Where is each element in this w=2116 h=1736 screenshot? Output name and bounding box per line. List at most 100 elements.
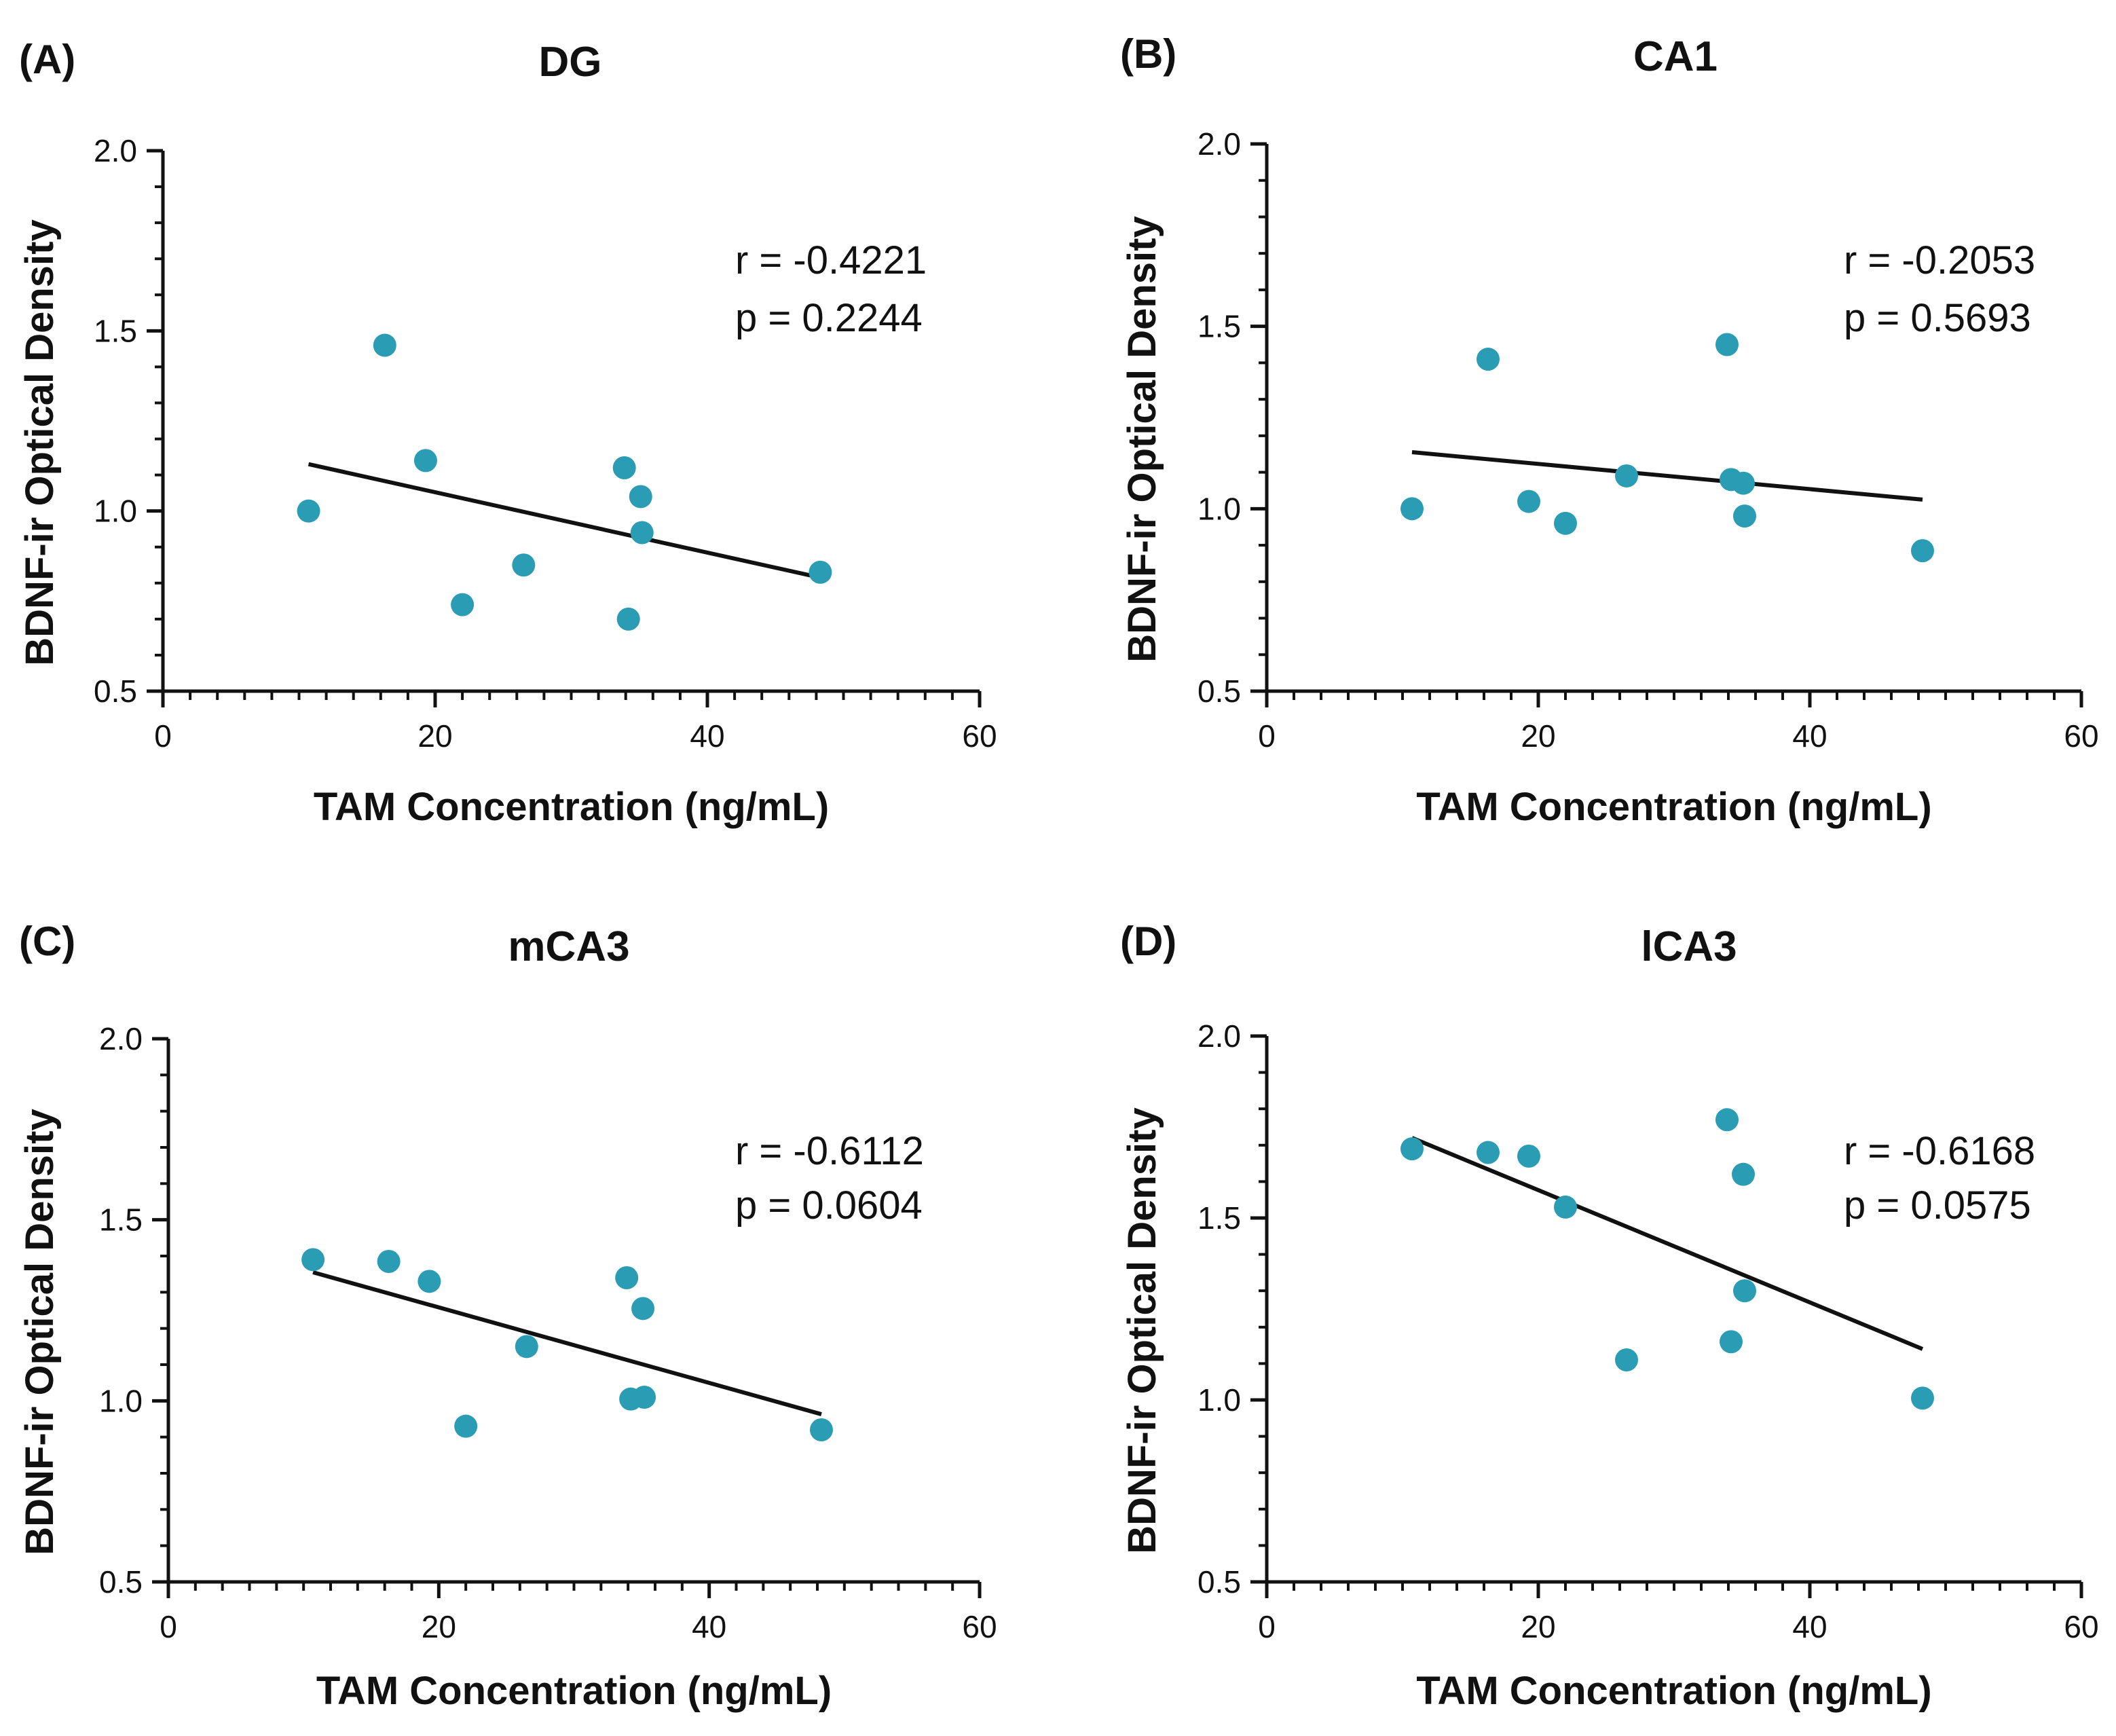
y-tick-label: 0.5 <box>94 673 137 709</box>
x-tick-label: 0 <box>154 718 172 754</box>
y-tick-label: 2.0 <box>1198 126 1241 162</box>
data-point <box>1720 1330 1743 1354</box>
data-point <box>413 449 437 473</box>
r-value-text: r = -0.6112 <box>735 1129 924 1173</box>
x-tick-label: 60 <box>2064 1609 2098 1644</box>
panel-3: (D) lCA3 0.5 1.0 1.5 2.0 0 20 40 60 TAM Concentrat… <box>1120 919 2099 1713</box>
y-tick-label: 0.5 <box>99 1564 143 1600</box>
data-point <box>616 607 640 631</box>
data-point <box>1733 504 1756 528</box>
x-tick-label: 60 <box>2064 718 2098 754</box>
x-tick-label: 40 <box>1792 1609 1827 1644</box>
y-tick-label: 0.5 <box>1198 673 1241 709</box>
data-point <box>377 1250 401 1273</box>
x-tick-label: 0 <box>1258 1609 1276 1644</box>
data-point <box>1517 490 1540 513</box>
regression-line <box>1411 1136 1924 1351</box>
data-point <box>417 1270 441 1293</box>
x-tick-label: 20 <box>417 718 452 754</box>
y-axis-title: BDNF-ir Optical Density <box>1120 216 1164 662</box>
data-point <box>373 333 396 357</box>
p-value-text: p = 0.5693 <box>1844 296 2031 340</box>
y-tick-label: 1.5 <box>99 1202 143 1238</box>
y-tick-label: 1.0 <box>1198 491 1241 526</box>
x-axis-title: TAM Concentration (ng/mL) <box>1416 1669 1931 1713</box>
x-tick-label: 60 <box>962 1609 997 1644</box>
regression-line <box>312 1270 822 1416</box>
data-point <box>1732 471 1755 495</box>
data-point <box>1715 333 1739 356</box>
panel-2: (C) mCA3 0.5 1.0 1.5 2.0 0 20 40 60 TAM Concentrat… <box>18 919 997 1713</box>
data-point <box>1477 1141 1500 1164</box>
y-tick-label: 1.0 <box>99 1383 143 1418</box>
panel-title: DG <box>539 39 602 86</box>
y-tick-label: 1.5 <box>94 313 137 348</box>
regression-line <box>308 462 821 580</box>
data-point <box>301 1248 325 1272</box>
x-axis-title: TAM Concentration (ng/mL) <box>1416 785 1931 829</box>
data-point <box>451 593 475 616</box>
data-point <box>454 1414 478 1438</box>
x-tick-label: 40 <box>690 718 724 754</box>
data-point <box>297 499 320 523</box>
data-point <box>1615 1348 1638 1372</box>
data-point <box>1715 1108 1739 1132</box>
data-point <box>615 1266 639 1289</box>
panel-label: (B) <box>1120 31 1176 77</box>
x-tick-label: 20 <box>1521 718 1555 754</box>
panel-label: (D) <box>1120 919 1176 964</box>
x-tick-label: 60 <box>962 718 997 754</box>
r-value-text: r = -0.6168 <box>1844 1129 2035 1173</box>
panel-0: (A) DG 0.5 1.0 1.5 2.0 0 20 40 60 TAM Concentratio… <box>18 37 997 829</box>
panel-title: mCA3 <box>508 923 629 970</box>
data-point <box>1732 1162 1755 1186</box>
data-point <box>1477 348 1500 371</box>
y-tick-label: 0.5 <box>1198 1564 1241 1600</box>
data-point <box>1554 511 1577 535</box>
data-point <box>630 521 654 544</box>
data-point <box>1733 1279 1756 1303</box>
panel-1: (B) CA1 0.5 1.0 1.5 2.0 0 20 40 60 TAM Concentrati… <box>1120 31 2099 829</box>
data-point <box>809 1418 833 1441</box>
y-tick-label: 2.0 <box>1198 1018 1241 1054</box>
data-point <box>1615 464 1638 487</box>
y-axis-title: BDNF-ir Optical Density <box>18 1109 62 1555</box>
y-tick-label: 2.0 <box>94 133 137 168</box>
p-value-text: p = 0.0604 <box>735 1183 923 1227</box>
data-point <box>629 485 652 509</box>
y-axis-title: BDNF-ir Optical Density <box>1120 1107 1164 1553</box>
y-tick-label: 1.0 <box>94 494 137 529</box>
data-point <box>1554 1195 1577 1219</box>
regression-line <box>1411 450 1923 502</box>
x-tick-label: 0 <box>160 1609 177 1644</box>
y-axis-title: BDNF-ir Optical Density <box>18 219 62 665</box>
data-point <box>1911 1386 1934 1410</box>
panel-label: (C) <box>19 919 75 964</box>
data-point <box>612 456 636 479</box>
x-tick-label: 40 <box>1792 718 1827 754</box>
x-tick-label: 0 <box>1258 718 1276 754</box>
data-point <box>633 1386 656 1409</box>
r-value-text: r = -0.4221 <box>735 238 927 282</box>
panel-title: CA1 <box>1633 33 1718 80</box>
r-value-text: r = -0.2053 <box>1844 238 2035 282</box>
panel-label: (A) <box>19 37 75 82</box>
p-value-text: p = 0.2244 <box>735 296 923 340</box>
panel-title: lCA3 <box>1641 923 1737 970</box>
y-tick-label: 1.5 <box>1198 1200 1241 1236</box>
y-tick-label: 1.0 <box>1198 1382 1241 1418</box>
data-point <box>512 553 536 577</box>
data-point <box>515 1335 538 1359</box>
y-tick-label: 1.5 <box>1198 309 1241 344</box>
data-point <box>1400 497 1424 521</box>
x-tick-label: 40 <box>692 1609 726 1644</box>
y-tick-label: 2.0 <box>99 1021 143 1056</box>
data-point <box>1400 1137 1424 1161</box>
data-point <box>1911 539 1934 563</box>
p-value-text: p = 0.0575 <box>1844 1183 2031 1227</box>
x-tick-label: 20 <box>422 1609 456 1644</box>
data-point <box>631 1297 655 1321</box>
data-point <box>1517 1144 1540 1168</box>
x-axis-title: TAM Concentration (ng/mL) <box>316 1669 832 1713</box>
